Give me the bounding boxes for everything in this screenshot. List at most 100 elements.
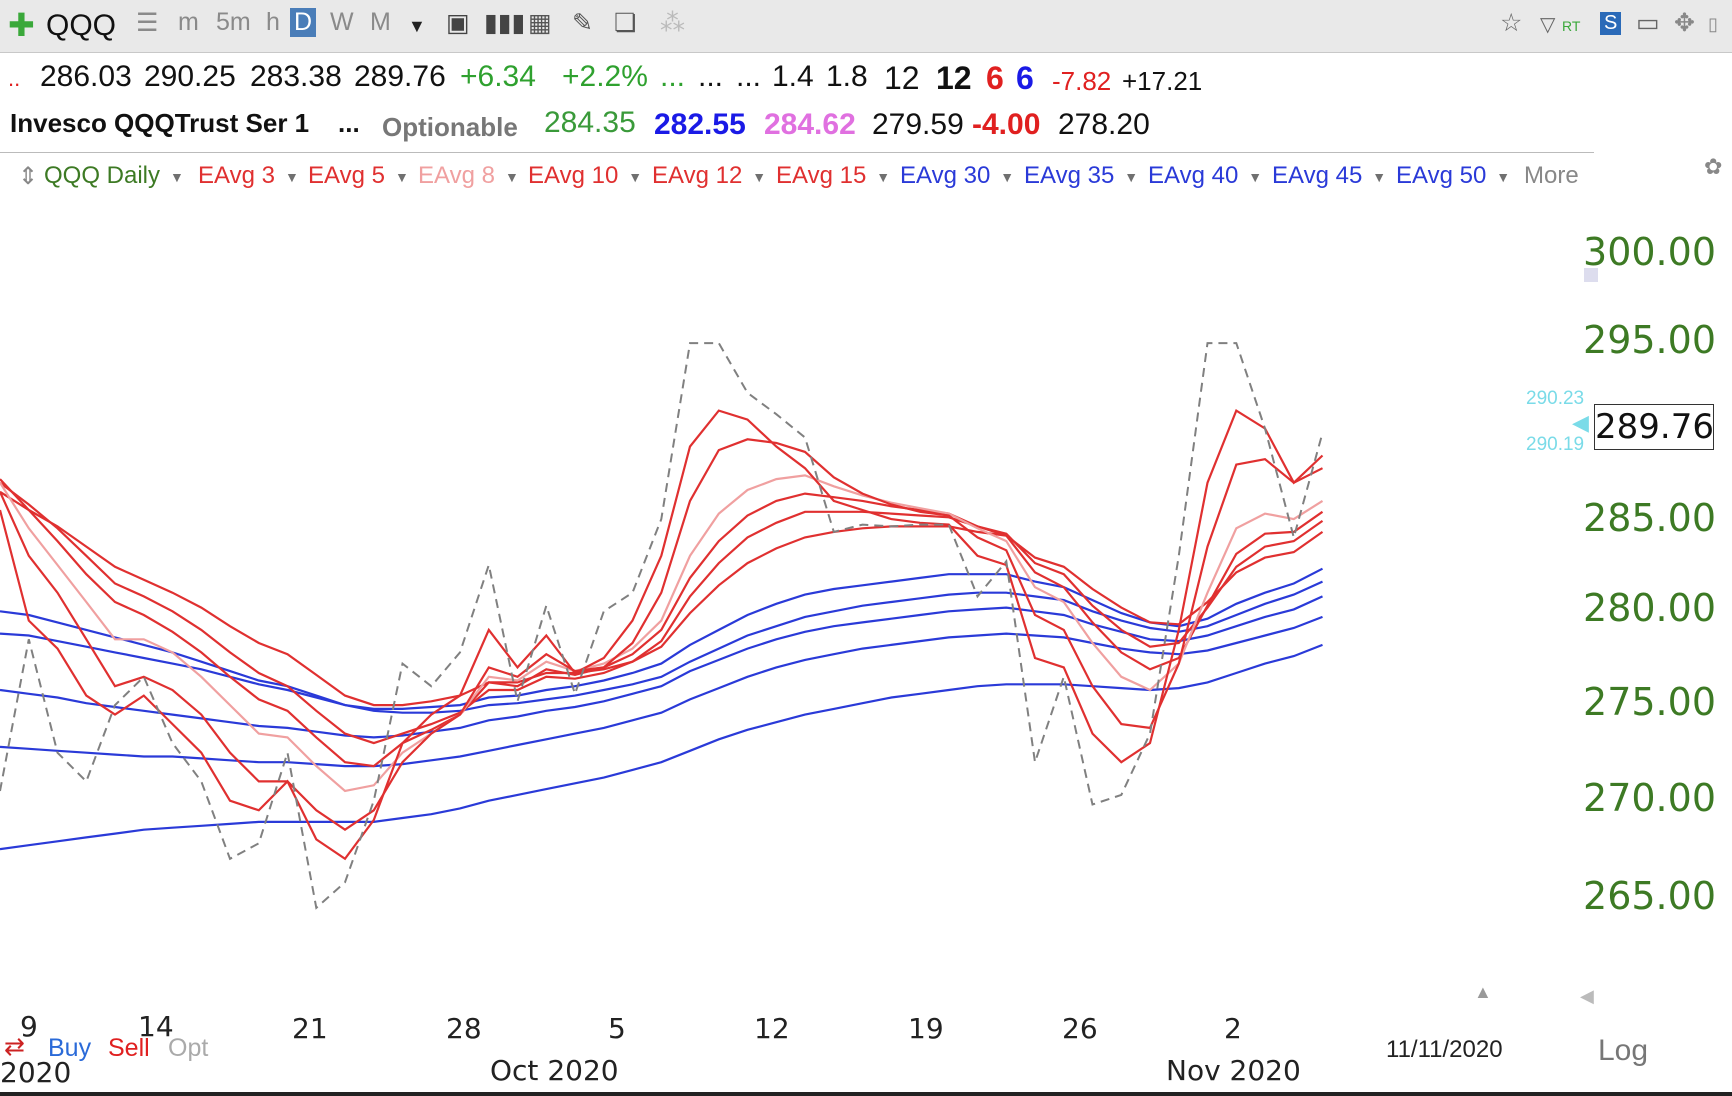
draw-icon[interactable]: ✎ [572, 9, 593, 37]
period-week[interactable]: W [330, 8, 354, 36]
sell-button[interactable]: Sell [108, 1034, 150, 1062]
y-tick-label: 275.00 [1583, 680, 1716, 724]
x-tick-label: 14 [138, 1010, 174, 1043]
legend-label: EAvg 5 [308, 162, 385, 189]
close-icon[interactable]: ▯ [1708, 14, 1718, 34]
chart-type-icon[interactable]: ▣ [446, 9, 470, 37]
legend-eavg-3[interactable]: EAvg 3 ▼ [198, 162, 299, 190]
note-icon[interactable]: ❏ [614, 9, 637, 37]
bid-price: 290.19 [1526, 434, 1585, 455]
scroll-marker[interactable] [1584, 268, 1598, 282]
legend-label: EAvg 50 [1396, 162, 1487, 189]
legend-eavg-40[interactable]: EAvg 40 ▼ [1148, 162, 1262, 190]
dots-marker: .. [8, 66, 21, 91]
current-date: 11/11/2020 [1386, 1036, 1503, 1063]
price-6: 278.20 [1058, 108, 1150, 141]
x-tick-label: 21 [292, 1012, 328, 1045]
legend-label: EAvg 3 [198, 162, 275, 189]
price-3: 284.62 [764, 108, 856, 141]
share-icon[interactable]: ⁂ [660, 9, 685, 37]
period-hour[interactable]: h [266, 8, 280, 36]
series-line-eavg-3 [0, 408, 1324, 861]
x-tick-label: 2 [1224, 1012, 1242, 1045]
legend-eavg-30[interactable]: EAvg 30 ▼ [900, 162, 1014, 190]
legend-eavg-50[interactable]: EAvg 50 ▼ [1396, 162, 1510, 190]
buy-button[interactable]: Buy [48, 1034, 92, 1062]
scroll-left-icon[interactable]: ◀ [1580, 986, 1594, 1006]
palette-icon[interactable]: ✿ [1704, 154, 1723, 179]
save-icon[interactable]: ▭ [1636, 9, 1660, 37]
period-minute[interactable]: m [178, 8, 199, 36]
stat-value-6: 6 [1016, 60, 1034, 96]
log-scale-toggle[interactable]: Log [1598, 1034, 1649, 1067]
legend-more[interactable]: More [1524, 162, 1579, 189]
legend-label: EAvg 12 [652, 162, 743, 189]
legend-eavg-45[interactable]: EAvg 45 ▼ [1272, 162, 1386, 190]
price-1: 284.35 [544, 106, 636, 139]
period-5min[interactable]: 5m [216, 8, 251, 36]
x-tick-label: 26 [1062, 1012, 1098, 1045]
list-icon[interactable]: ☰ [136, 9, 159, 37]
x-tick-label: 19 [908, 1012, 944, 1045]
chevron-down-icon[interactable]: ▼ [170, 168, 184, 185]
series-line-eavg-8 [0, 474, 1324, 793]
chevron-down-icon[interactable]: ▼ [1496, 168, 1511, 185]
x-tick-label: 12 [754, 1012, 790, 1045]
last-price-box: 289.76 [1594, 404, 1714, 450]
chevron-down-icon[interactable]: ▼ [752, 168, 767, 185]
indicator-legend: ⇕ QQQ Daily ▼ EAvg 3 ▼ EAvg 5 ▼ EAvg 8 ▼ EAv… [0, 158, 1590, 198]
grid-icon[interactable]: ▦ [528, 9, 552, 37]
change-value: +6.34 [460, 60, 536, 93]
open-value: 286.03 [40, 60, 132, 93]
trade-arrows-icon[interactable]: ⇄ [4, 1033, 25, 1061]
series-line-eavg-10 [0, 478, 1324, 768]
symbol-field[interactable]: QQQ [46, 9, 117, 42]
month-label-nov: Nov 2020 [1166, 1054, 1301, 1087]
legend-label: EAvg 15 [776, 162, 867, 189]
s-icon[interactable]: S [1600, 12, 1622, 35]
quote-line-2: Invesco QQQTrust Ser 1 ... Optionable 28… [0, 104, 1732, 152]
y-tick-label: 270.00 [1583, 776, 1716, 820]
chevron-down-icon[interactable]: ▼ [1248, 168, 1263, 185]
dropdown-icon[interactable]: ▼ [408, 16, 426, 36]
series-line-qqq-daily [0, 342, 1324, 910]
chevron-down-icon[interactable]: ▼ [284, 168, 299, 185]
opt-button[interactable]: Opt [168, 1034, 209, 1062]
chevron-down-icon[interactable]: ▼ [504, 168, 519, 185]
ask-price: 290.23 [1526, 388, 1585, 409]
add-icon[interactable]: ✚ [8, 7, 35, 43]
scroll-up-icon[interactable]: ▲ [1474, 982, 1492, 1002]
y-tick-label: 295.00 [1583, 318, 1716, 362]
legend-eavg-35[interactable]: EAvg 35 ▼ [1024, 162, 1138, 190]
legend-label: EAvg 45 [1272, 162, 1363, 189]
chevron-down-icon[interactable]: ▼ [876, 168, 891, 185]
legend-label: EAvg 10 [528, 162, 619, 189]
alert-icon[interactable]: ▽ [1540, 14, 1556, 36]
legend-eavg-10[interactable]: EAvg 10 ▼ [528, 162, 642, 190]
reorder-icon[interactable]: ⇕ [18, 163, 39, 190]
legend-symbol[interactable]: QQQ Daily ▼ [44, 162, 184, 190]
dots-black-2: ... [736, 60, 762, 93]
rt-icon[interactable]: RT [1562, 18, 1581, 34]
legend-symbol-label: QQQ Daily [44, 162, 161, 189]
chevron-down-icon[interactable]: ▼ [628, 168, 643, 185]
legend-eavg-15[interactable]: EAvg 15 ▼ [776, 162, 890, 190]
star-icon[interactable]: ☆ [1500, 9, 1523, 37]
legend-eavg-5[interactable]: EAvg 5 ▼ [308, 162, 409, 190]
legend-eavg-12[interactable]: EAvg 12 ▼ [652, 162, 766, 190]
stat-value-2: 1.8 [826, 60, 868, 93]
period-month[interactable]: M [370, 8, 391, 36]
chevron-down-icon[interactable]: ▼ [394, 168, 409, 185]
price-pointer-icon: ◀ [1572, 410, 1589, 435]
quote-line-1: .. 286.03 290.25 283.38 289.76 +6.34 +2.… [0, 56, 1732, 104]
bar-chart-icon[interactable]: ▮▮▮ [484, 9, 526, 37]
price-5: -4.00 [972, 108, 1041, 141]
chevron-down-icon[interactable]: ▼ [1000, 168, 1015, 185]
chevron-down-icon[interactable]: ▼ [1124, 168, 1139, 185]
period-day[interactable]: D [290, 8, 317, 37]
move-icon[interactable]: ✥ [1674, 9, 1695, 37]
series-line-eavg-40 [0, 595, 1323, 739]
chevron-down-icon[interactable]: ▼ [1372, 168, 1387, 185]
legend-eavg-8[interactable]: EAvg 8 ▼ [418, 162, 519, 190]
